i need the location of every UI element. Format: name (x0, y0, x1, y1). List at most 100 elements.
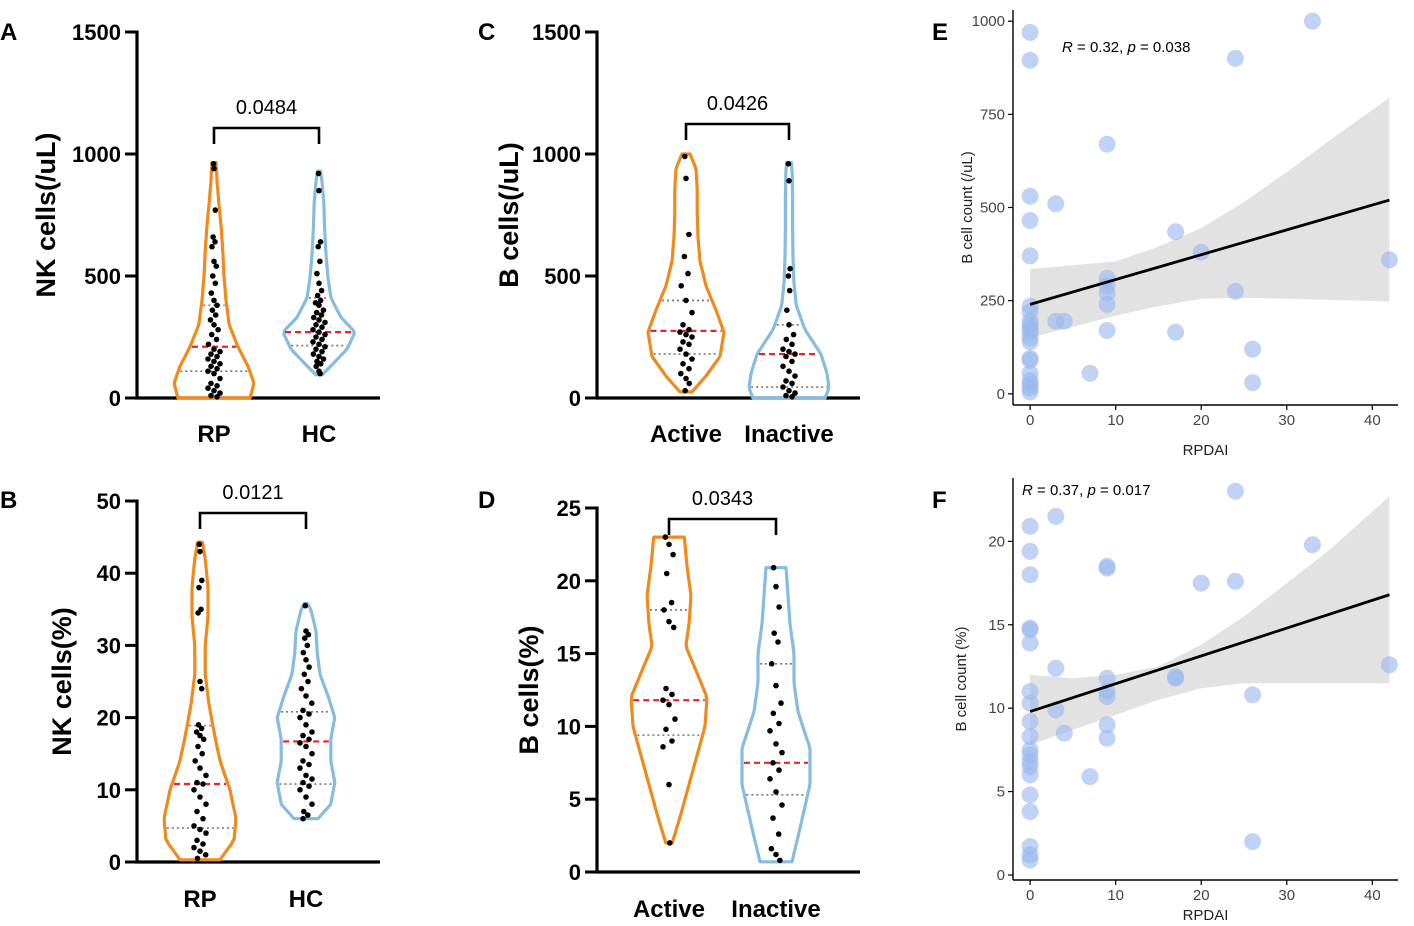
panel-b-hc-point (297, 787, 303, 793)
panel-c-inactive-point (786, 322, 792, 328)
panel-b-ylabel: NK cells(%) (47, 607, 77, 756)
panel-a-rp-point (205, 368, 211, 375)
panel-a-significance-bracket (212, 126, 321, 144)
panel-e-point (1021, 23, 1039, 41)
panel-c-active-point (686, 231, 692, 238)
panel-e-point (1021, 247, 1039, 265)
panel-f-point (1021, 634, 1039, 652)
panel-e-point (1021, 187, 1039, 205)
panel-d-inactive-point (773, 741, 779, 747)
panel-e-annotation-part-2: p (1126, 39, 1135, 56)
panel-b-hc-point (300, 779, 306, 786)
panel-c-active-point (680, 361, 686, 367)
panel-f-ytick-label: 5 (997, 784, 1005, 801)
panel-a-rp-point (214, 383, 220, 389)
panel-e-xtick-label: 30 (1278, 412, 1295, 429)
panel-d-active-point (663, 726, 669, 733)
panel-a-hc-point (314, 270, 320, 277)
panel-a-hc-point (314, 292, 321, 299)
panel-b-hc-point (302, 602, 309, 609)
panel-d-inactive-category-label: Inactive (731, 896, 820, 923)
panel-f-point (1098, 688, 1116, 705)
panel-d-inactive-point (770, 564, 777, 571)
panel-c-letter: C (478, 19, 495, 46)
panel-a-rp-point (208, 351, 214, 357)
panel-a-rp-point (213, 336, 220, 343)
panel-a-rp-point (211, 358, 217, 365)
panel-f-point (1098, 716, 1116, 734)
panel-c-active-point (686, 326, 692, 333)
panel-a-hc-point (310, 326, 316, 333)
panel-c-active-point (689, 309, 695, 316)
panel-e-ytick-label: 750 (980, 106, 1005, 123)
panel-f-point (1226, 572, 1244, 590)
panel-a-hc-point (322, 331, 328, 338)
panel-a-rp-point (205, 341, 212, 348)
panel-a-hc-point (319, 348, 325, 355)
panel-d-b-percent-violin: D 0 5 10 15 20 25 B cells(%) Active Inactive 0.034… (478, 487, 860, 923)
panel-e-point (1167, 223, 1185, 241)
panel-d-active-point (672, 716, 678, 722)
panel-e-annotation-part-1: = 0.32, (1073, 39, 1128, 56)
panel-c-inactive-point (786, 348, 792, 355)
panel-e-point (1021, 333, 1039, 351)
panel-f-point (1021, 803, 1039, 821)
panel-d-significance-bracket (667, 517, 778, 535)
panel-b-hc-point (300, 707, 306, 714)
panel-b-hc-point (300, 815, 306, 822)
panel-c-ytick-label: 0 (569, 386, 581, 411)
panel-f-ytick-label: 15 (988, 617, 1005, 634)
panel-b-hc-category-label: HC (289, 886, 324, 913)
panel-a-rp-point (212, 239, 218, 245)
panel-d-pvalue: 0.0343 (692, 488, 753, 510)
panel-f-xtick-label: 30 (1278, 887, 1295, 904)
panel-b-hc-point (306, 711, 312, 717)
panel-f-point (1047, 659, 1065, 677)
panel-a-rp-point (217, 361, 223, 367)
panel-b-rp-point (200, 841, 206, 847)
panel-b-ytick-label: 30 (97, 633, 121, 658)
panel-b-rp-point (202, 852, 209, 858)
panel-a-hc-point (316, 280, 322, 287)
panel-e-point (1047, 195, 1065, 213)
panel-a-hc-point (313, 309, 320, 316)
panel-e-point (1021, 383, 1039, 401)
panel-b-hc-point (309, 729, 315, 735)
panel-d-inactive-violin (740, 566, 812, 864)
panel-f-point (1021, 621, 1039, 639)
panel-e-xtick-label: 20 (1193, 412, 1210, 429)
panel-b-ytick-label: 40 (97, 561, 121, 586)
panel-c-inactive-point (780, 384, 786, 390)
panel-a-rp-point (214, 353, 220, 360)
panel-d-active-point (669, 691, 675, 698)
panel-c-pvalue: 0.0426 (707, 93, 768, 115)
panel-b-rp-point (198, 725, 205, 732)
panel-f-correlation-annotation: R = 0.37, p = 0.017 (1022, 482, 1150, 499)
panel-f-point (1303, 536, 1321, 554)
panel-c-active-point (682, 387, 688, 394)
panel-a-hc-point (316, 353, 322, 360)
panel-e-point (1098, 322, 1116, 339)
panel-a-hc-point (322, 344, 328, 350)
panel-c-active-point (683, 375, 689, 382)
panel-c-inactive-point (787, 265, 793, 272)
panel-d-inactive-point (775, 831, 782, 837)
panel-b-rp-point (197, 848, 203, 854)
panel-d-active-point (660, 744, 666, 750)
panel-e-xlabel: RPDAI (1183, 442, 1229, 459)
panel-c-inactive-point (783, 378, 789, 384)
panel-d-ytick-label: 20 (557, 569, 581, 594)
panel-a-rp-point (208, 290, 215, 296)
panel-a-rp-point (211, 258, 217, 265)
panel-a-ytick-label: 500 (84, 264, 121, 289)
panel-f-xtick-label: 0 (1026, 887, 1034, 904)
panel-d-active-point (663, 570, 670, 577)
panel-e-letter: E (932, 19, 948, 46)
panel-c-b-count-violin: C 0 500 1000 1500 B cells(/uL) Active Inactive 0… (478, 19, 860, 448)
panel-a-rp-point (210, 273, 216, 279)
panel-b-rp-point (191, 844, 197, 851)
panel-b-hc-point (297, 714, 303, 721)
panel-f-point (1192, 574, 1210, 592)
panel-a-rp-point (208, 380, 214, 387)
